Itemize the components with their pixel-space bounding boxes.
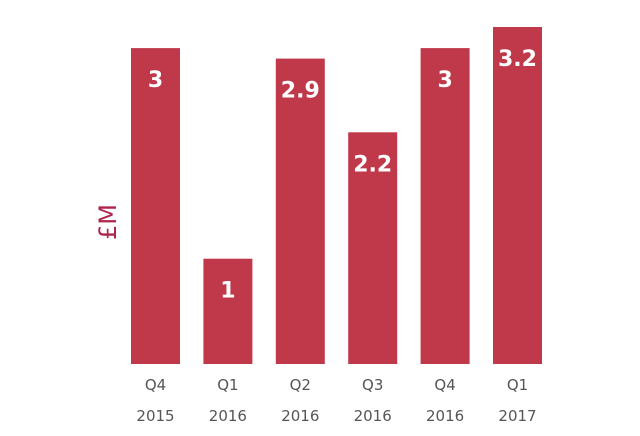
x-tick-label-5-year: 2017 bbox=[498, 407, 536, 425]
bar-2 bbox=[275, 58, 325, 364]
bar-5 bbox=[493, 27, 542, 364]
x-tick-label-3-quarter: Q3 bbox=[362, 376, 383, 394]
bar-value-label-0: 3 bbox=[148, 68, 163, 93]
x-tick-label-5-quarter: Q1 bbox=[507, 376, 528, 394]
x-tick-labels-group: Q4 2015 Q1 2016 Q2 2016 Q3 2016 Q4 2016 Q1 2017 bbox=[136, 376, 536, 425]
x-tick-label-3-year: 2016 bbox=[354, 407, 392, 425]
bar-3 bbox=[348, 132, 398, 364]
x-tick-label-0-quarter: Q4 bbox=[145, 376, 166, 394]
x-tick-label-4-year: 2016 bbox=[426, 407, 464, 425]
value-labels-group: 3 1 2.9 2.2 3 3.2 bbox=[148, 47, 537, 304]
x-tick-label-2-year: 2016 bbox=[281, 407, 319, 425]
bar-4 bbox=[420, 48, 470, 364]
bar-value-label-3: 2.2 bbox=[353, 152, 392, 177]
x-tick-label-4-quarter: Q4 bbox=[434, 376, 455, 394]
bar-0 bbox=[131, 48, 180, 364]
bars-group bbox=[131, 27, 542, 364]
bar-value-label-1: 1 bbox=[220, 279, 235, 304]
x-tick-label-1-quarter: Q1 bbox=[217, 376, 238, 394]
x-tick-label-0-year: 2015 bbox=[136, 407, 174, 425]
x-tick-label-1-year: 2016 bbox=[209, 407, 247, 425]
y-axis-label: £M bbox=[94, 204, 122, 240]
x-tick-label-2-quarter: Q2 bbox=[290, 376, 311, 394]
bar-1 bbox=[203, 258, 253, 364]
bar-value-label-5: 3.2 bbox=[498, 47, 537, 72]
bar-value-label-2: 2.9 bbox=[281, 79, 320, 104]
bar-value-label-4: 3 bbox=[437, 68, 452, 93]
